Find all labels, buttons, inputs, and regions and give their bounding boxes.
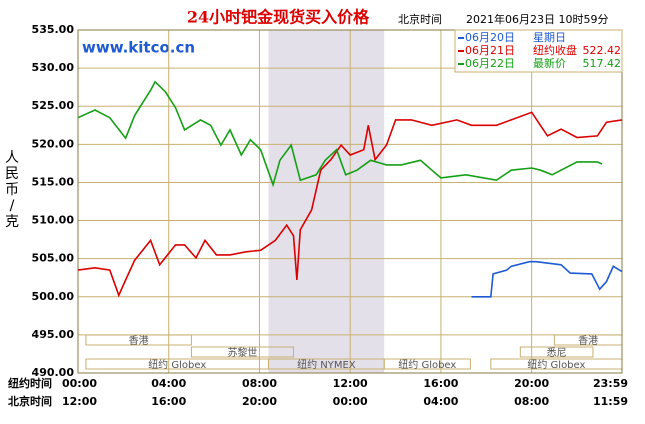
y-tick-label: 530.00 bbox=[32, 61, 75, 74]
legend-box bbox=[454, 29, 623, 73]
y-label-char: 币 bbox=[5, 182, 19, 198]
y-tick-label: 490.00 bbox=[32, 366, 75, 379]
x-tick-label: 20:00 bbox=[514, 377, 549, 390]
chart-title: 24小时钯金现货买入价格 bbox=[187, 8, 370, 27]
x-tick-label-2: 16:00 bbox=[151, 395, 186, 408]
x-axis-label: 纽约时间 bbox=[8, 376, 52, 390]
x-tick-label-2: 08:00 bbox=[514, 395, 549, 408]
session-label: 悉尼 bbox=[547, 347, 567, 359]
y-tick-label: 500.00 bbox=[32, 290, 75, 303]
x-tick-label-2: 12:00 bbox=[62, 395, 97, 408]
y-tick-label: 495.00 bbox=[32, 328, 75, 341]
x-tick-label-2: 00:00 bbox=[333, 395, 368, 408]
x-axis-label-2: 北京时间 bbox=[8, 394, 52, 408]
y-label-char: 人 bbox=[5, 150, 19, 166]
x-tick-label-2: 20:00 bbox=[242, 395, 277, 408]
x-tick-label: 08:00 bbox=[242, 377, 277, 390]
legend-note: 纽约收盘 bbox=[533, 43, 577, 57]
series-line bbox=[77, 111, 623, 298]
session-label: 苏黎世 bbox=[227, 346, 257, 359]
x-tick-label-2: 04:00 bbox=[423, 395, 458, 408]
session-label: 纽约 Globex bbox=[148, 358, 206, 371]
time-label: 北京时间 bbox=[398, 12, 442, 26]
y-label-char: 民 bbox=[5, 166, 19, 182]
session-label: 纽约 Globex bbox=[527, 358, 585, 371]
legend-value: 517.42 bbox=[583, 57, 622, 70]
legend-label: 06月22日 bbox=[465, 57, 515, 70]
x-tick-label: 23:59 bbox=[593, 377, 628, 390]
plot-frame bbox=[77, 29, 623, 374]
series-line bbox=[471, 260, 623, 298]
x-tick-label: 16:00 bbox=[423, 377, 458, 390]
x-tick-label: 12:00 bbox=[333, 377, 368, 390]
x-tick-label: 00:00 bbox=[62, 377, 97, 390]
session-bar bbox=[85, 334, 192, 346]
legend-value: 522.42 bbox=[583, 44, 622, 57]
session-bar bbox=[190, 346, 294, 358]
session-label: 纽约 Globex bbox=[398, 358, 456, 371]
y-tick-label: 505.00 bbox=[32, 252, 75, 265]
x-tick-label: 04:00 bbox=[151, 377, 186, 390]
x-tick-label-2: 11:59 bbox=[593, 395, 628, 408]
highlight-band bbox=[268, 30, 385, 373]
site-url: www.kitco.cn bbox=[82, 39, 195, 57]
y-label-char: 克 bbox=[5, 214, 19, 230]
legend-note: 最新价 bbox=[533, 56, 566, 70]
y-tick-label: 535.00 bbox=[32, 23, 75, 36]
y-axis-label: 人民币/克 bbox=[5, 150, 19, 230]
session-label: 纽约 NYMEX bbox=[297, 358, 356, 371]
y-tick-label: 510.00 bbox=[32, 214, 75, 227]
y-tick-label: 525.00 bbox=[32, 99, 75, 112]
session-bar bbox=[383, 358, 471, 370]
y-label-char: / bbox=[10, 198, 15, 214]
legend-label: 06月21日 bbox=[465, 44, 515, 57]
y-tick-label: 520.00 bbox=[32, 137, 75, 150]
series-line bbox=[77, 80, 603, 188]
session-bar bbox=[519, 346, 594, 358]
y-tick-label: 515.00 bbox=[32, 175, 75, 188]
session-label: 香港 bbox=[578, 335, 598, 347]
session-label: 香港 bbox=[129, 335, 149, 347]
timestamp: 2021年06月23日 10时59分 bbox=[466, 12, 608, 26]
legend-label: 06月20日 bbox=[465, 31, 515, 44]
legend-note: 星期日 bbox=[533, 31, 566, 44]
